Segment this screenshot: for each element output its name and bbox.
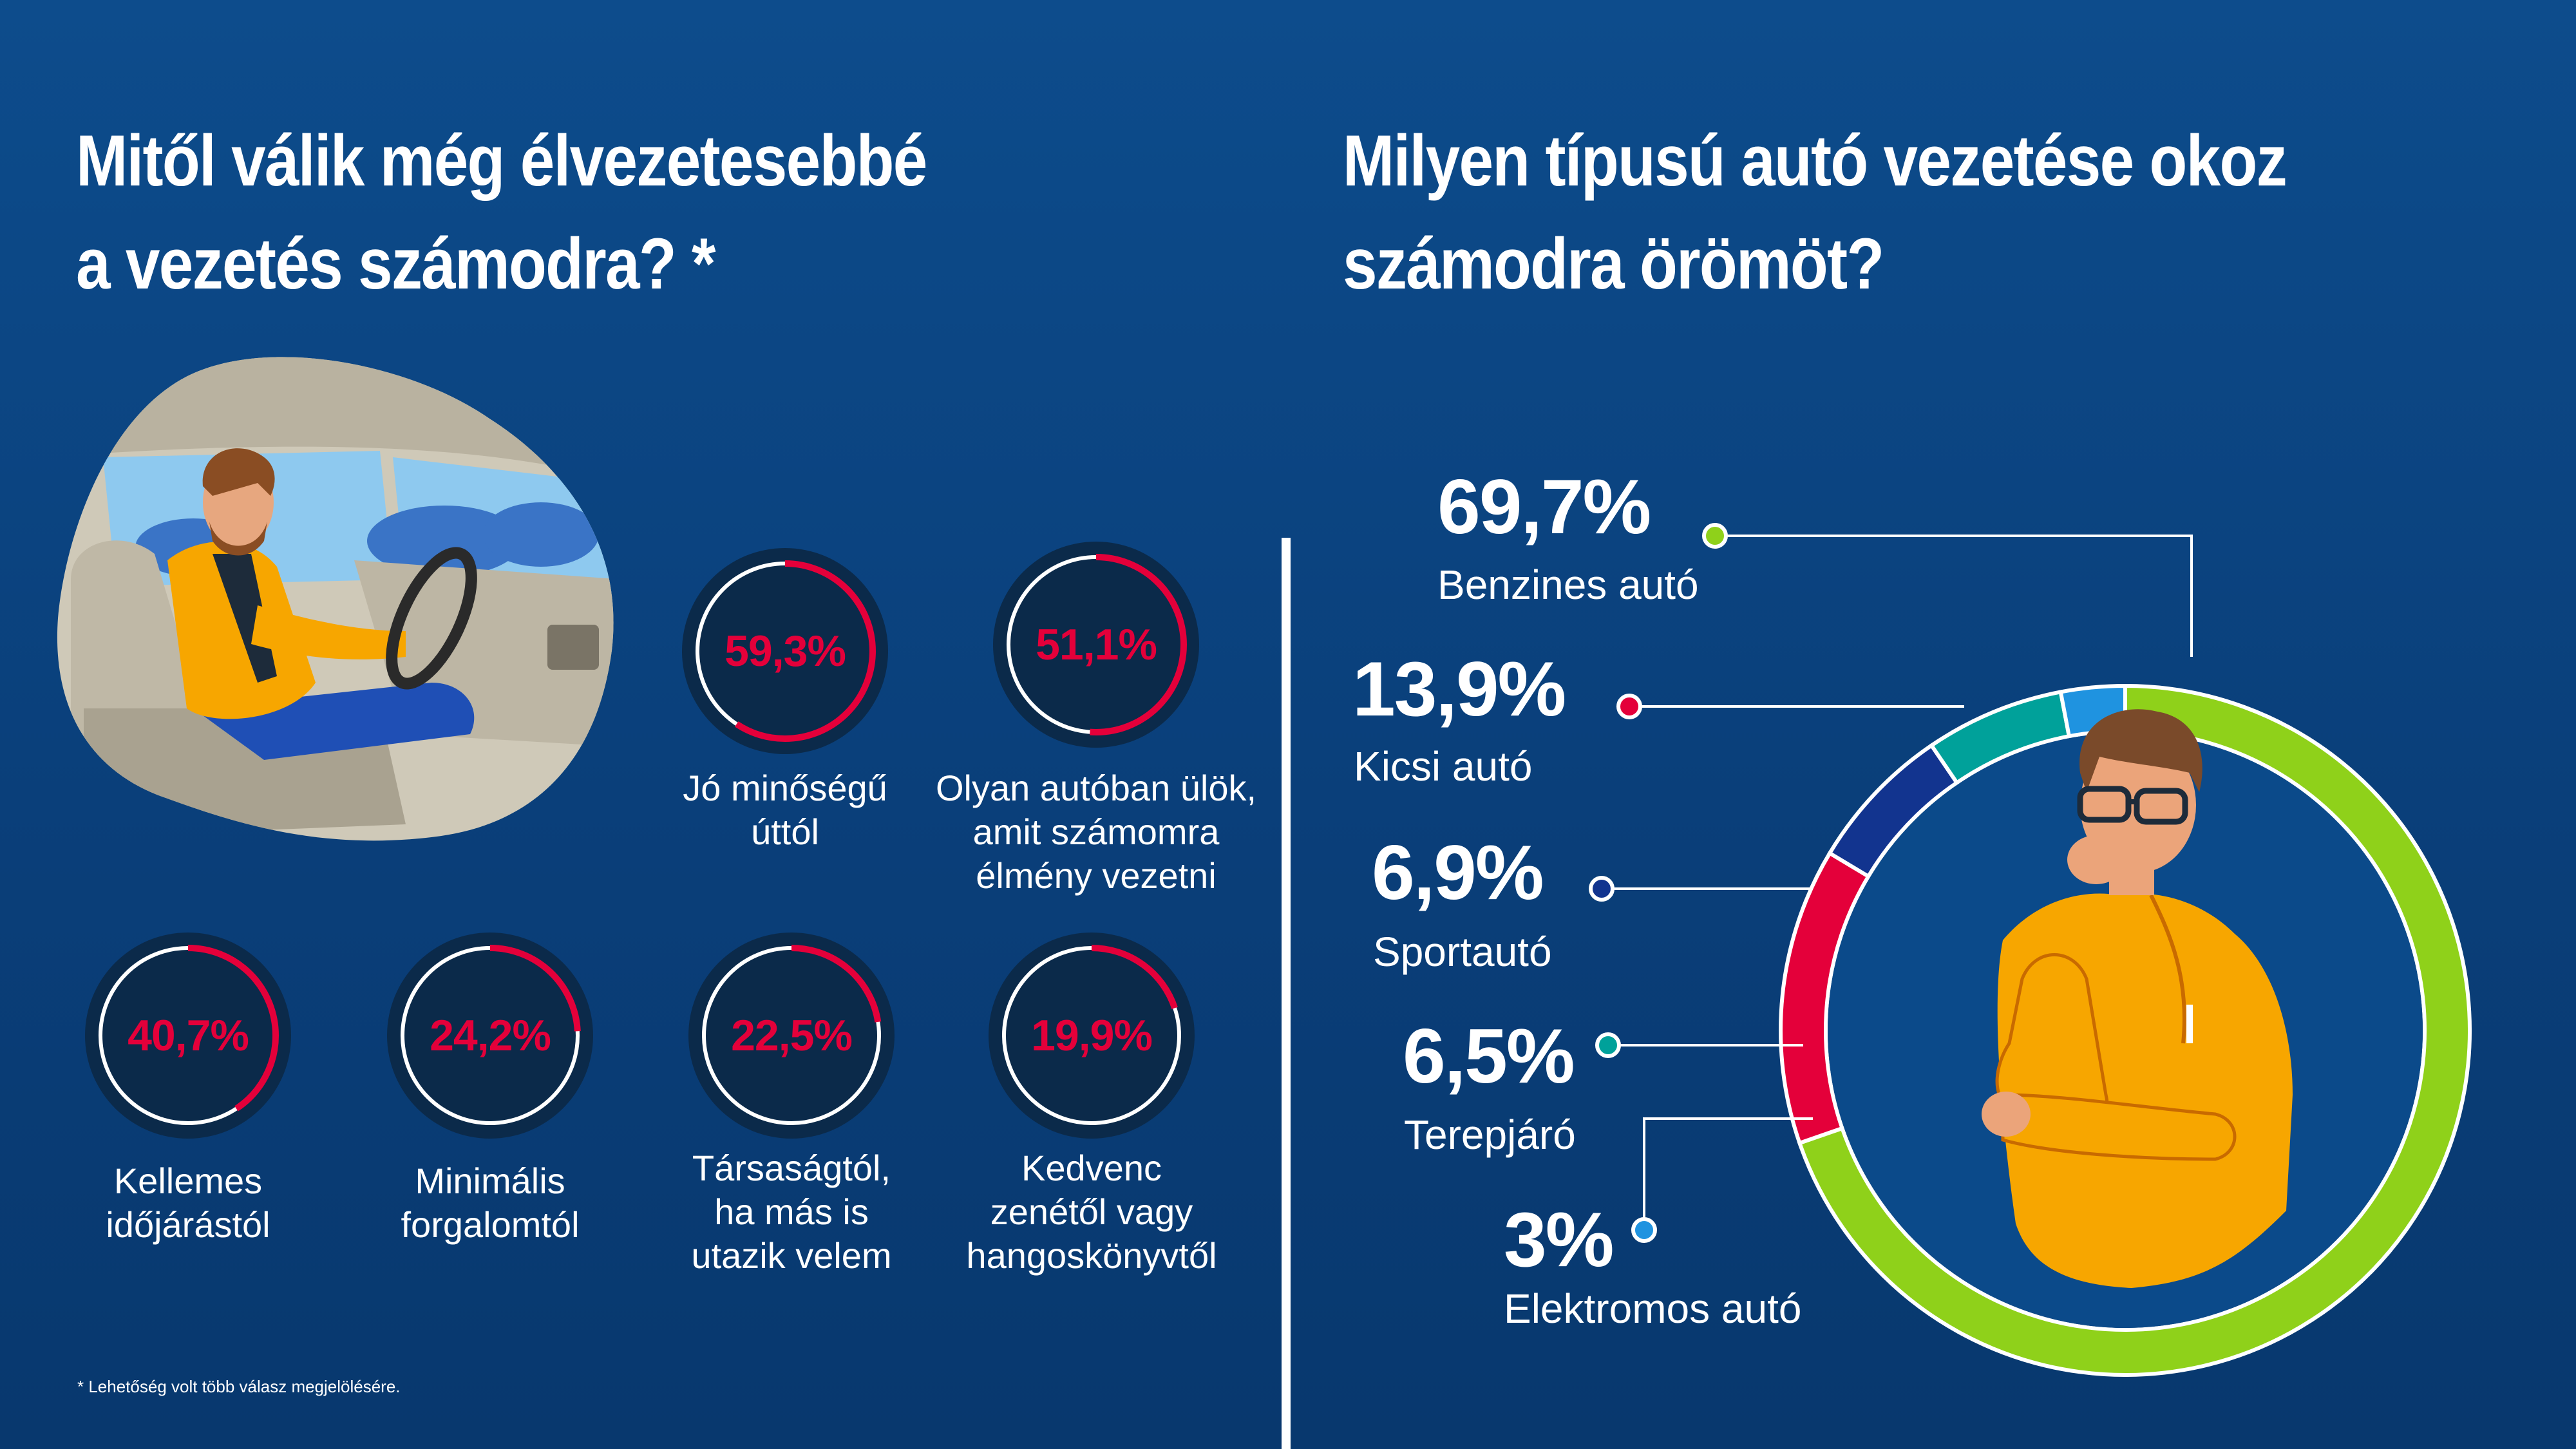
- thinking-man-illustration: [1982, 709, 2293, 1288]
- gauge-label: Társaságtól, ha más is utazik velem: [611, 1146, 972, 1278]
- leader-dot: [1702, 523, 1728, 549]
- gauge-label-line: Kellemes: [113, 1160, 263, 1201]
- leader-dot: [1631, 1217, 1657, 1243]
- legend-label: Sportautó: [1373, 929, 1552, 975]
- driver-illustration: [57, 357, 614, 841]
- gauge-label-line: ha más is: [714, 1191, 869, 1232]
- donut-slice: [1797, 683, 2472, 1377]
- gauge-label: Kedvenc zenétől vagy hangoskönyvtől: [911, 1146, 1272, 1278]
- right-title-line-2: számodra örömöt?: [1343, 223, 1884, 304]
- gauge-label-line: utazik velem: [691, 1235, 892, 1276]
- gauge-label-line: úttól: [751, 811, 819, 852]
- legend-label: Kicsi autó: [1354, 743, 1533, 790]
- legend-label: Terepjáró: [1404, 1112, 1576, 1158]
- gauge-value: 51,1%: [1036, 620, 1157, 669]
- legend-value: 3%: [1504, 1197, 1614, 1283]
- legend-label: Benzines autó: [1437, 562, 1699, 608]
- vertical-divider: [1282, 538, 1291, 1449]
- gauge-label-line: zenétől vagy: [990, 1191, 1193, 1232]
- gauge-item: 59,3%: [679, 545, 891, 757]
- leader-dot: [1589, 876, 1615, 902]
- gauge-item: 22,5%: [685, 929, 898, 1142]
- right-title: Milyen típusú autó vezetése okoz számodr…: [1343, 109, 2287, 316]
- gauge-label-line: élmény vezetni: [976, 855, 1217, 896]
- gauge-item: 24,2%: [384, 929, 596, 1142]
- right-title-line-1: Milyen típusú autó vezetése okoz: [1343, 120, 2287, 201]
- legend-value: 69,7%: [1437, 464, 1651, 550]
- gauge-value: 59,3%: [724, 627, 846, 676]
- leader-dot: [1616, 694, 1642, 719]
- legend-value: 13,9%: [1352, 646, 1566, 732]
- gauge-value: 40,7%: [128, 1011, 249, 1060]
- gauge-label-line: hangoskönyvtől: [966, 1235, 1217, 1276]
- gauge-label: Olyan autóban ülök, amit számomra élmény…: [916, 766, 1276, 898]
- gauge-arc: [694, 560, 876, 742]
- gauge-value: 24,2%: [430, 1011, 551, 1060]
- gauge-bg: [993, 542, 1199, 748]
- gauge-label-line: Olyan autóban ülök,: [935, 768, 1257, 808]
- gauge-label-line: Minimális: [415, 1160, 565, 1201]
- gauge-bg: [682, 548, 888, 754]
- left-title-line-2: a vezetés számodra? *: [76, 223, 716, 304]
- leader-line: [1715, 535, 2193, 657]
- leader-line: [1643, 1117, 1813, 1230]
- legend-value: 6,5%: [1403, 1013, 1575, 1099]
- left-title-line-1: Mitől válik még élvezetesebbé: [76, 120, 927, 201]
- legend-label: Elektromos autó: [1504, 1285, 1802, 1332]
- gauge-bg: [85, 933, 291, 1139]
- gauge-label-line: forgalomtól: [401, 1204, 580, 1245]
- gauge-item: 51,1%: [990, 538, 1202, 751]
- gauge-arc: [1005, 554, 1187, 735]
- gauge-bg: [989, 933, 1195, 1139]
- gauge-arc: [1001, 945, 1182, 1126]
- footnote: * Lehetőség volt több válasz megjelölésé…: [77, 1377, 401, 1396]
- gauge-label: Jó minőségű úttól: [605, 766, 965, 854]
- gauge-bg: [387, 933, 593, 1139]
- legend-value: 6,9%: [1372, 829, 1544, 916]
- gauge-value: 19,9%: [1031, 1011, 1153, 1060]
- gauge-item: 40,7%: [82, 929, 294, 1142]
- gauge-bg: [688, 933, 895, 1139]
- gauge-arc: [399, 945, 581, 1126]
- gauge-label-line: amit számomra: [972, 811, 1220, 852]
- gauge-label-line: Kedvenc: [1021, 1148, 1162, 1188]
- gauge-label-line: Társaságtól,: [692, 1148, 891, 1188]
- left-title: Mitől válik még élvezetesebbé a vezetés …: [76, 109, 927, 316]
- gauge-item: 19,9%: [985, 929, 1198, 1142]
- gauge-arc: [97, 945, 279, 1126]
- gauge-label: Minimális forgalomtól: [310, 1159, 670, 1247]
- leader-dot: [1595, 1032, 1621, 1058]
- gauge-arc: [701, 945, 882, 1126]
- gauge-label-line: Jó minőségű: [683, 768, 887, 808]
- gauge-label: Kellemes időjárástól: [8, 1159, 368, 1247]
- gauge-label-line: időjárástól: [106, 1204, 270, 1245]
- gauge-value: 22,5%: [731, 1011, 853, 1060]
